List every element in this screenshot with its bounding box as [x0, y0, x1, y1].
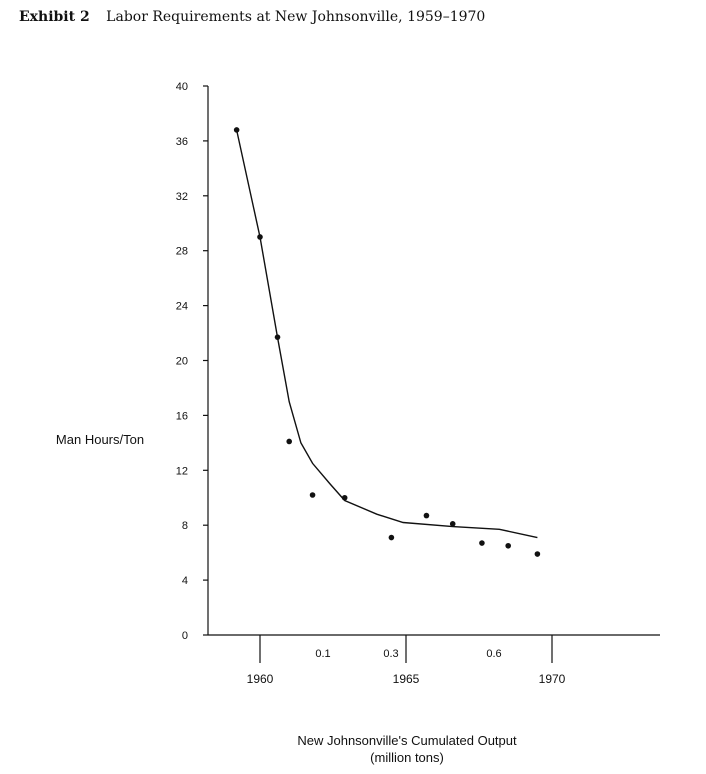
- y-axis: 0 4 8 12 16 20 24 28 32 36 40: [176, 81, 209, 642]
- exhibit-label: Exhibit 2: [19, 9, 90, 25]
- x-axis-label-line1: New Johnsonville's Cumulated Output: [297, 733, 517, 748]
- exhibit-header: Exhibit 2 Labor Requirements at New John…: [19, 9, 485, 25]
- y-axis-label: Man Hours/Ton: [56, 432, 144, 447]
- data-point: [233, 127, 240, 133]
- data-point: [505, 542, 512, 549]
- y-tick-label: 36: [176, 136, 188, 148]
- x-output-tick-label: 0.3: [383, 648, 398, 660]
- y-tick-label: 16: [176, 410, 188, 422]
- y-tick-label: 8: [182, 520, 188, 532]
- data-points-group: [233, 127, 541, 557]
- data-point: [388, 534, 395, 541]
- data-point: [274, 334, 281, 340]
- x-axis-label-line2: (million tons): [370, 750, 444, 765]
- exhibit-title: Labor Requirements at New Johnsonville, …: [106, 9, 486, 25]
- trend-line-group: [235, 129, 538, 539]
- y-tick-label: 32: [176, 191, 188, 203]
- x-year-tick-label: 1970: [539, 672, 566, 686]
- y-tick-label: 24: [176, 301, 188, 313]
- x-year-tick-label: 1960: [247, 672, 274, 686]
- data-point: [286, 438, 293, 445]
- data-point: [341, 494, 348, 501]
- data-point: [449, 521, 456, 527]
- y-tick-label: 20: [176, 356, 188, 368]
- y-tick-label: 28: [176, 246, 188, 258]
- data-point: [534, 551, 541, 557]
- y-tick-label: 0: [182, 630, 188, 642]
- y-tick-label: 12: [176, 465, 188, 477]
- data-point: [479, 540, 485, 546]
- trend-line: [235, 129, 538, 539]
- x-output-tick-label: 0.6: [486, 648, 501, 660]
- x-axis: 0.1 0.3 0.6 1960 1965 1970: [208, 634, 660, 686]
- y-tick-label: 40: [176, 81, 188, 93]
- data-point: [257, 234, 263, 240]
- x-output-tick-label: 0.1: [315, 648, 330, 660]
- x-year-tick-label: 1965: [393, 672, 420, 686]
- data-point: [423, 512, 430, 519]
- data-point: [309, 492, 316, 498]
- y-tick-label: 4: [182, 575, 188, 587]
